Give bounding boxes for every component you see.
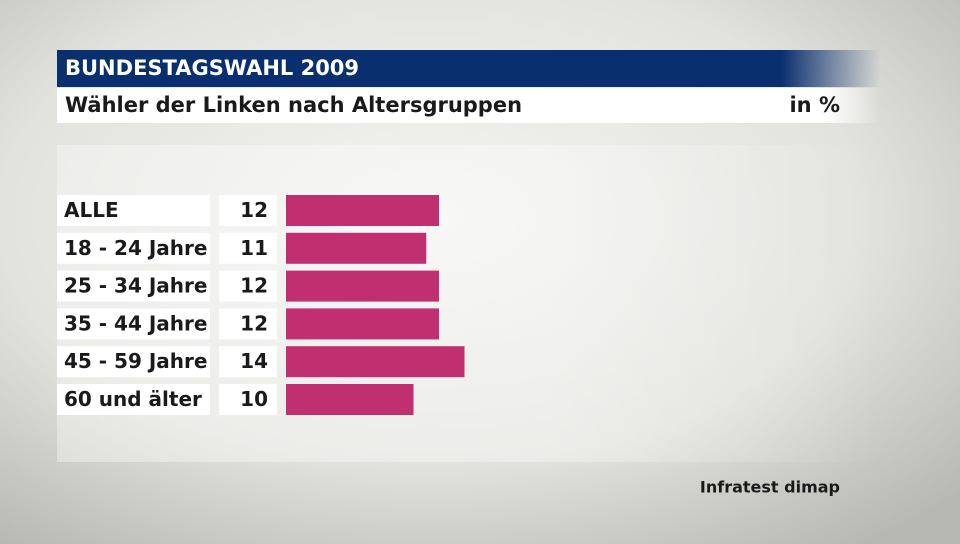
category-label: 18 - 24 Jahre (64, 236, 207, 260)
value-label: 14 (240, 349, 268, 373)
bar (286, 308, 439, 340)
unit-label: in % (789, 93, 840, 117)
value-label: 12 (240, 198, 268, 222)
value-label: 12 (240, 274, 268, 298)
label-box (57, 195, 210, 226)
value-box (219, 308, 277, 340)
category-label: 25 - 34 Jahre (64, 274, 207, 298)
value-box (219, 195, 277, 226)
label-box (57, 270, 210, 302)
chart-title: BUNDESTAGSWAHL 2009 (65, 56, 359, 80)
category-label: 35 - 44 Jahre (64, 311, 207, 335)
value-box (219, 270, 277, 302)
label-box (57, 384, 210, 415)
category-label: 45 - 59 Jahre (64, 349, 207, 373)
value-label: 10 (240, 387, 268, 411)
value-box (219, 384, 277, 415)
bar (286, 270, 439, 302)
label-box (57, 308, 210, 340)
label-box (57, 346, 210, 378)
title-bar (57, 50, 880, 87)
source: Infratest dimap (700, 478, 840, 497)
bar (286, 346, 465, 378)
category-label: ALLE (64, 198, 119, 222)
bar (286, 195, 439, 226)
bar (286, 232, 427, 264)
chart-subtitle: Wähler der Linken nach Altersgruppen (65, 93, 522, 117)
value-box (219, 346, 277, 378)
label-box (57, 232, 210, 264)
value-label: 11 (240, 236, 268, 260)
subtitle-bar (57, 88, 880, 123)
category-label: 60 und älter (64, 387, 202, 411)
bar (286, 384, 414, 415)
value-box (219, 232, 277, 264)
value-label: 12 (240, 311, 268, 335)
